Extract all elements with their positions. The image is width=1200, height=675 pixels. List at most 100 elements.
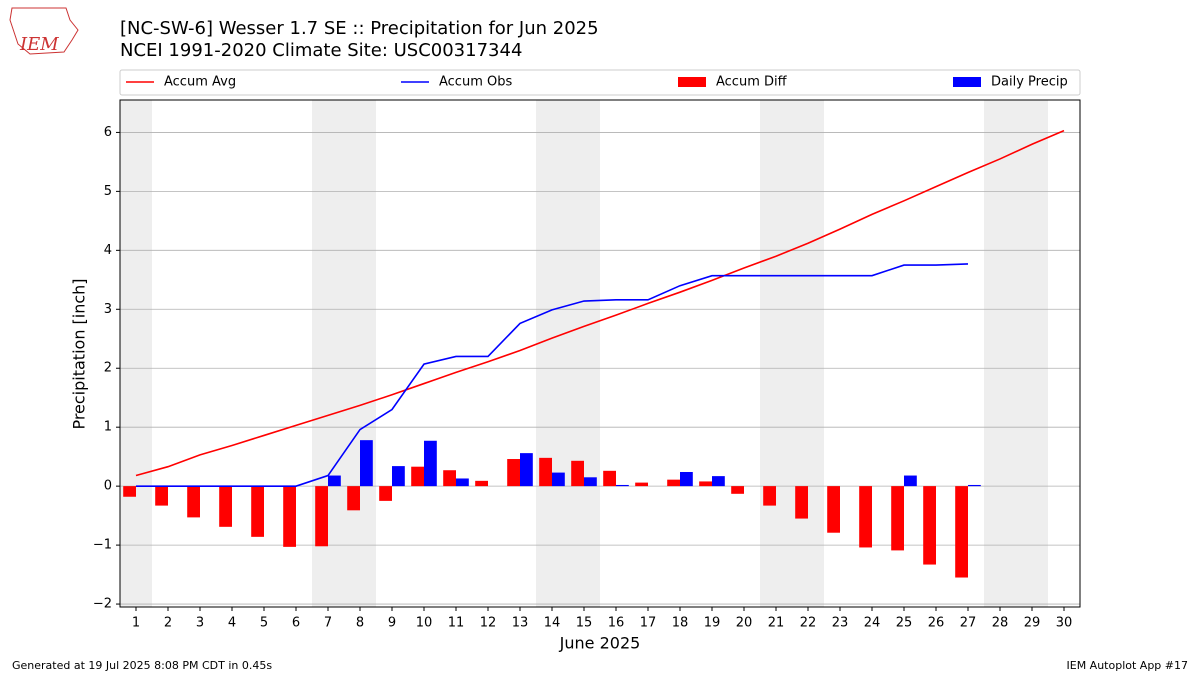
y-tick-label: 4 bbox=[104, 243, 112, 258]
bar bbox=[424, 440, 437, 487]
x-tick-label: 25 bbox=[896, 616, 913, 631]
bar bbox=[411, 466, 424, 487]
bar bbox=[251, 486, 264, 537]
x-tick-label: 26 bbox=[928, 616, 945, 631]
bar bbox=[475, 480, 488, 487]
bar bbox=[680, 471, 693, 487]
y-tick-label: 5 bbox=[104, 184, 112, 199]
bar bbox=[155, 486, 168, 506]
bar bbox=[731, 486, 744, 494]
line bbox=[135, 129, 1065, 477]
bar bbox=[955, 486, 968, 578]
bar bbox=[584, 477, 597, 487]
bar bbox=[219, 486, 232, 527]
bar bbox=[456, 478, 469, 487]
x-tick-label: 23 bbox=[832, 616, 849, 631]
x-tick-label: 9 bbox=[388, 616, 396, 631]
legend-label: Accum Diff bbox=[716, 75, 788, 90]
x-tick-label: 22 bbox=[800, 616, 817, 631]
weekend-shade bbox=[984, 100, 1048, 607]
bar bbox=[603, 470, 616, 487]
y-tick-label: 0 bbox=[104, 479, 112, 494]
x-tick-label: 24 bbox=[864, 616, 881, 631]
x-tick-label: 29 bbox=[1024, 616, 1041, 631]
chart-subtitle: NCEI 1991-2020 Climate Site: USC00317344 bbox=[120, 40, 522, 61]
legend-label: Accum Avg bbox=[164, 75, 236, 90]
legend-swatch bbox=[678, 77, 706, 87]
bar bbox=[507, 459, 520, 487]
footer-left: Generated at 19 Jul 2025 8:08 PM CDT in … bbox=[12, 659, 272, 672]
x-tick-label: 28 bbox=[992, 616, 1009, 631]
legend-label: Daily Precip bbox=[991, 75, 1068, 90]
x-tick-label: 2 bbox=[164, 616, 172, 631]
chart-title: [NC-SW-6] Wesser 1.7 SE :: Precipitation… bbox=[120, 18, 599, 39]
bar bbox=[904, 475, 917, 487]
y-tick-label: 1 bbox=[104, 420, 112, 435]
x-tick-label: 30 bbox=[1056, 616, 1073, 631]
bar bbox=[859, 486, 872, 548]
x-tick-label: 18 bbox=[672, 616, 689, 631]
x-tick-label: 3 bbox=[196, 616, 204, 631]
x-tick-label: 8 bbox=[356, 616, 364, 631]
x-tick-label: 21 bbox=[768, 616, 785, 631]
logo: IEM bbox=[9, 7, 79, 55]
y-axis-label: Precipitation [inch] bbox=[70, 278, 89, 429]
bar bbox=[827, 486, 840, 533]
x-tick-label: 19 bbox=[704, 616, 721, 631]
x-tick-label: 14 bbox=[544, 616, 561, 631]
bar bbox=[520, 453, 533, 487]
y-tick-label: 3 bbox=[104, 302, 112, 317]
bar bbox=[392, 466, 405, 487]
legend-swatch bbox=[953, 77, 981, 87]
weekend-shade bbox=[760, 100, 824, 607]
y-tick-label: −1 bbox=[93, 538, 112, 553]
bar bbox=[923, 486, 936, 565]
plot-area bbox=[120, 100, 1080, 607]
x-axis-label: June 2025 bbox=[559, 634, 641, 653]
x-tick-label: 17 bbox=[640, 616, 657, 631]
x-tick-label: 12 bbox=[480, 616, 497, 631]
bar bbox=[360, 440, 373, 487]
bar bbox=[891, 486, 904, 551]
bar bbox=[315, 486, 328, 547]
x-tick-label: 15 bbox=[576, 616, 593, 631]
bar bbox=[968, 484, 981, 487]
bar bbox=[795, 486, 808, 519]
x-tick-label: 5 bbox=[260, 616, 268, 631]
logo-outline bbox=[9, 7, 79, 55]
bar bbox=[443, 470, 456, 487]
weekend-shade bbox=[120, 100, 152, 607]
x-tick-label: 20 bbox=[736, 616, 753, 631]
bar bbox=[616, 484, 629, 487]
x-tick-label: 10 bbox=[416, 616, 433, 631]
bar bbox=[123, 486, 136, 497]
bar bbox=[712, 476, 725, 487]
bar bbox=[347, 486, 360, 511]
bar bbox=[379, 486, 392, 501]
line bbox=[136, 263, 969, 487]
bar bbox=[763, 486, 776, 506]
x-tick-label: 16 bbox=[608, 616, 625, 631]
x-tick-label: 13 bbox=[512, 616, 529, 631]
bar bbox=[552, 472, 565, 487]
y-tick-label: 2 bbox=[104, 361, 112, 376]
bar bbox=[328, 475, 341, 487]
plot-frame bbox=[119, 99, 1081, 608]
y-tick-label: −2 bbox=[93, 597, 112, 612]
y-tick-label: 6 bbox=[104, 125, 112, 140]
x-tick-label: 11 bbox=[448, 616, 465, 631]
bar bbox=[187, 486, 200, 518]
logo-text: IEM bbox=[19, 34, 59, 55]
bar bbox=[571, 460, 584, 487]
x-tick-label: 4 bbox=[228, 616, 236, 631]
bar bbox=[539, 457, 552, 487]
x-tick-label: 1 bbox=[132, 616, 140, 631]
weekend-shade bbox=[536, 100, 600, 607]
x-tick-label: 7 bbox=[324, 616, 332, 631]
legend bbox=[119, 69, 1081, 96]
bar bbox=[667, 479, 680, 487]
footer-right: IEM Autoplot App #17 bbox=[1067, 659, 1189, 672]
legend-label: Accum Obs bbox=[439, 75, 512, 90]
bar bbox=[699, 481, 712, 487]
